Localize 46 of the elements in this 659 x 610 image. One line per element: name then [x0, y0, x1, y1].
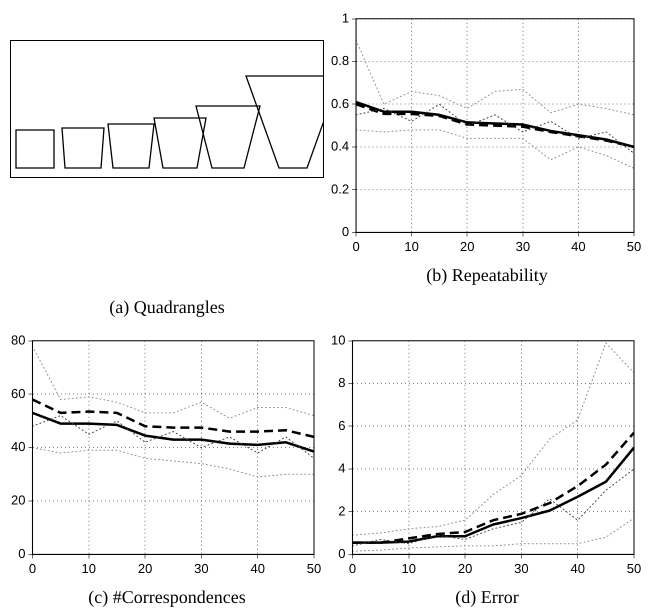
y-tick-label: 6: [338, 418, 346, 433]
text: (d) Error: [454, 586, 520, 608]
y-tick-label: 0.8: [330, 53, 350, 68]
y-tick-label: 0: [18, 546, 26, 561]
x-tick-label: 50: [626, 560, 642, 576]
x-tick-label: 20: [458, 560, 472, 576]
y-tick-label: 2: [338, 503, 346, 518]
x-tick-label: 30: [514, 560, 529, 576]
line-series: [352, 518, 634, 552]
x-tick-label: 40: [250, 560, 265, 576]
y-tick-label: 0: [338, 546, 346, 561]
line-series: [352, 468, 634, 546]
text: (a) Quadrangles: [108, 296, 226, 318]
x-tick-label: 0: [28, 560, 36, 576]
y-tick-label: 4: [338, 460, 346, 476]
line-series: [32, 447, 314, 478]
x-tick-label: 30: [194, 560, 209, 576]
y-tick-label: 60: [10, 386, 26, 401]
x-tick-label: 10: [82, 560, 96, 576]
line-series: [32, 415, 314, 459]
y-tick-label: 0.2: [330, 181, 350, 196]
y-tick-label: 0.6: [330, 96, 350, 111]
y-tick-label: 1: [342, 10, 350, 26]
x-tick-label: 20: [460, 238, 474, 254]
x-tick-label: 50: [306, 560, 322, 576]
y-tick-label: 20: [10, 492, 26, 508]
x-tick-label: 40: [571, 238, 586, 254]
y-tick-label: 0.4: [330, 138, 350, 154]
line-series: [352, 342, 634, 536]
x-tick-label: 20: [138, 560, 152, 576]
x-tick-label: 40: [570, 560, 585, 576]
y-tick-label: 8: [338, 375, 346, 390]
x-tick-label: 50: [626, 238, 642, 254]
y-tick-label: 0: [342, 224, 350, 239]
line-series: [356, 129, 634, 169]
text: (b) Repeatability: [425, 264, 549, 286]
line-series: [356, 40, 634, 116]
x-tick-label: 10: [402, 560, 416, 576]
x-tick-label: 10: [404, 238, 419, 254]
y-tick-label: 10: [330, 332, 346, 348]
x-tick-label: 30: [516, 238, 530, 254]
x-tick-label: 0: [352, 238, 360, 254]
text: (c) #Correspondences: [87, 586, 247, 608]
y-tick-label: 40: [10, 439, 26, 454]
y-tick-label: 80: [10, 332, 26, 348]
line-series: [32, 346, 314, 419]
